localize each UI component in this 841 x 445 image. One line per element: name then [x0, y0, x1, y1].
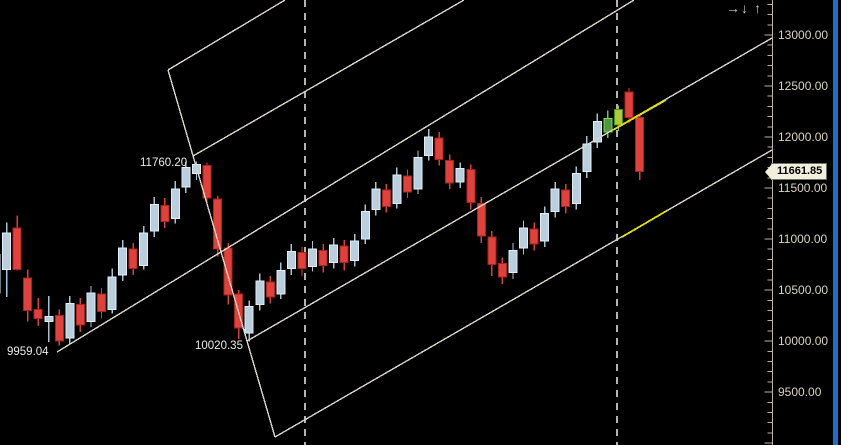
- arrow-down-icon[interactable]: ↓: [741, 0, 748, 16]
- swing-low-label-2: 9959.04: [7, 346, 49, 358]
- axis-tick-label: 11500.00: [778, 181, 827, 195]
- channel-trendline[interactable]: [246, 37, 773, 342]
- candle-body: [286, 250, 296, 270]
- price-tag-pointer-icon: [765, 164, 772, 180]
- candle-body: [487, 236, 497, 266]
- candle-body: [613, 108, 623, 126]
- candle-body: [54, 315, 64, 342]
- channel-trendline[interactable]: [167, 0, 286, 71]
- candle-body: [350, 240, 360, 261]
- candle-body: [170, 188, 180, 220]
- candle-body: [624, 91, 634, 119]
- candle-body: [402, 175, 412, 193]
- arrow-right-icon[interactable]: →: [726, 0, 740, 16]
- candle-body: [276, 270, 286, 295]
- candle-body: [592, 121, 602, 143]
- candle-body: [424, 136, 434, 156]
- axis-tick-label: 12500.00: [778, 79, 828, 93]
- channel-trendline[interactable]: [167, 69, 276, 438]
- candle-body: [635, 117, 645, 173]
- last-price-value: 11661.85: [777, 165, 823, 177]
- candle-body: [476, 202, 486, 237]
- candle-body: [603, 118, 613, 133]
- yellow-trendline[interactable]: [612, 99, 667, 131]
- candle-body: [550, 188, 560, 212]
- candle-body: [466, 169, 476, 203]
- candle-body: [571, 173, 581, 204]
- window-edge-strip: [833, 0, 838, 445]
- axis-tick-label: 12000.00: [778, 130, 828, 144]
- yellow-trendline[interactable]: [621, 209, 669, 238]
- candle-body: [118, 247, 128, 276]
- candle-body: [413, 156, 423, 190]
- candle-body: [44, 316, 54, 323]
- swing-high-label: 11760.20: [140, 157, 188, 169]
- axis-tick-label: 13000.00: [778, 28, 828, 42]
- candle-body: [297, 251, 307, 270]
- candle-body: [434, 137, 444, 160]
- last-price-tag: 11661.85: [765, 163, 828, 180]
- candle-body: [445, 159, 455, 184]
- candle-body: [65, 302, 75, 339]
- candle-body: [202, 165, 212, 199]
- candle-body: [33, 308, 43, 320]
- channel-trendline[interactable]: [56, 0, 635, 353]
- candle-body: [308, 248, 317, 268]
- candle-body: [329, 244, 339, 264]
- candle-body: [497, 263, 507, 278]
- candle-body: [75, 303, 85, 326]
- candle-body: [244, 305, 254, 334]
- swing-low-label: 10020.35: [195, 340, 243, 352]
- candle-body: [392, 174, 402, 204]
- candle-body: [2, 232, 12, 271]
- candle-body: [86, 292, 96, 323]
- candle-body: [339, 245, 349, 264]
- axis-tick-label: 10500.00: [778, 283, 828, 297]
- channel-trendline[interactable]: [274, 149, 773, 438]
- candle-body: [519, 227, 528, 249]
- candle-body: [561, 189, 571, 207]
- candle-body: [508, 249, 518, 274]
- candle-body: [128, 248, 138, 270]
- candle-body: [381, 189, 391, 207]
- candle-body: [97, 293, 106, 312]
- candle-body: [318, 249, 328, 267]
- candle-body: [265, 281, 275, 298]
- candle-body: [360, 210, 370, 240]
- candle-body: [582, 143, 592, 173]
- candle-body: [139, 232, 149, 267]
- channel-trendline[interactable]: [192, 0, 465, 157]
- candle-body: [455, 168, 465, 183]
- arrow-up-icon[interactable]: ↑: [754, 0, 761, 16]
- candle-body: [529, 228, 539, 245]
- candle-body: [149, 203, 159, 232]
- candle-body: [371, 188, 381, 210]
- axis-tick-label: 9500.00: [778, 385, 822, 399]
- candle-body: [540, 213, 550, 242]
- axis-tick-label: 11000.00: [778, 232, 827, 246]
- axis-tick-label: 10000.00: [778, 334, 828, 348]
- candle-body: [12, 227, 22, 271]
- candle-body: [23, 277, 33, 311]
- candle-body: [160, 204, 170, 223]
- candle-body: [255, 280, 265, 305]
- candle-body: [107, 276, 117, 310]
- candle-body: [181, 167, 191, 188]
